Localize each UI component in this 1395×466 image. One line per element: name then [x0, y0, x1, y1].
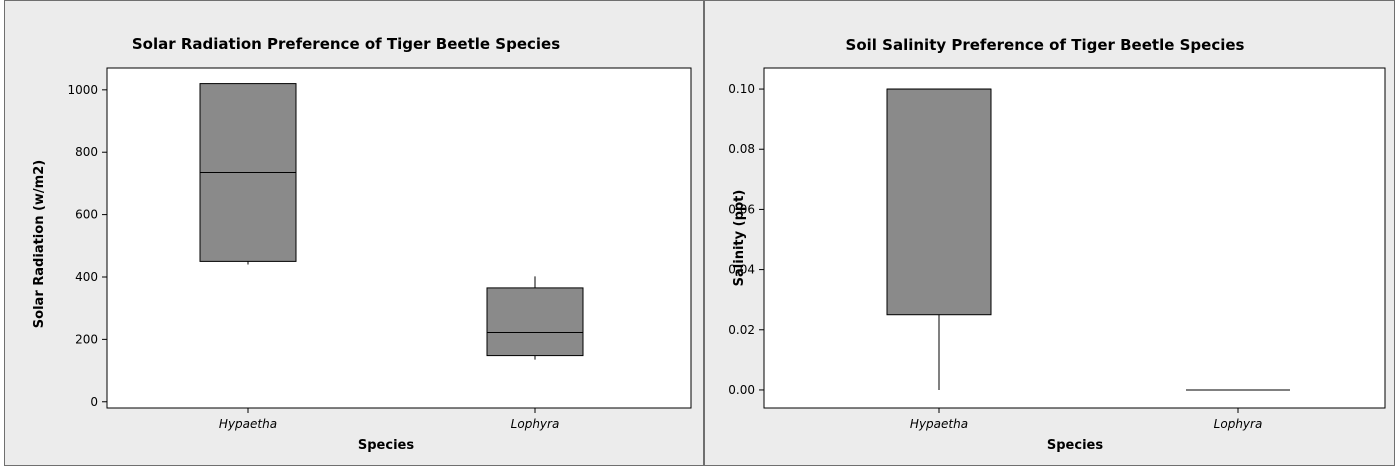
y-tick-label: 0 — [90, 395, 98, 409]
soil-salinity-chart: Soil Salinity Preference of Tiger Beetle… — [728, 36, 1386, 453]
x-tick-label: Hypaetha — [219, 417, 277, 431]
box-hypaetha — [886, 88, 992, 316]
x-tick-label: Lophyra — [511, 417, 560, 431]
y-tick-label: 1000 — [67, 83, 98, 97]
solar-radiation-chart: Solar Radiation Preference of Tiger Beet… — [32, 35, 692, 453]
plot-area — [763, 67, 1386, 409]
y-tick-label: 0.04 — [728, 263, 755, 277]
box-series — [199, 83, 584, 360]
x-axis-label: Species — [358, 438, 414, 453]
x-axis: Hypaetha Lophyra — [910, 408, 1262, 431]
y-tick-label: 0.08 — [728, 142, 755, 156]
y-axis-label: Salinity (ppt) — [732, 190, 747, 287]
x-axis: Hypaetha Lophyra — [219, 408, 559, 431]
y-tick-label: 800 — [75, 145, 98, 159]
chart-title: Solar Radiation Preference of Tiger Beet… — [132, 35, 560, 53]
x-axis-label: Species — [1047, 438, 1103, 453]
plot-area — [106, 67, 692, 409]
box-series — [886, 88, 1290, 391]
box-lophyra — [486, 287, 584, 357]
y-tick-label: 0.02 — [728, 323, 755, 337]
y-tick-label: 600 — [75, 208, 98, 222]
y-axis: 0.00 0.02 0.04 0.06 0.08 0.10 — [728, 82, 764, 397]
y-tick-label: 200 — [75, 332, 98, 346]
y-tick-label: 400 — [75, 270, 98, 284]
y-axis: 0 200 400 600 800 1000 — [67, 83, 107, 409]
x-tick-label: Lophyra — [1214, 417, 1263, 431]
y-tick-label: 0.06 — [728, 202, 755, 216]
chart-panel-soil-salinity: Soil Salinity Preference of Tiger Beetle… — [704, 0, 1395, 466]
chart-panel-solar-radiation: Solar Radiation Preference of Tiger Beet… — [4, 0, 704, 466]
y-tick-label: 0.10 — [728, 82, 755, 96]
y-tick-label: 0.00 — [728, 383, 755, 397]
chart-title: Soil Salinity Preference of Tiger Beetle… — [846, 36, 1245, 54]
x-tick-label: Hypaetha — [910, 417, 968, 431]
y-axis-label: Solar Radiation (w/m2) — [32, 160, 47, 328]
